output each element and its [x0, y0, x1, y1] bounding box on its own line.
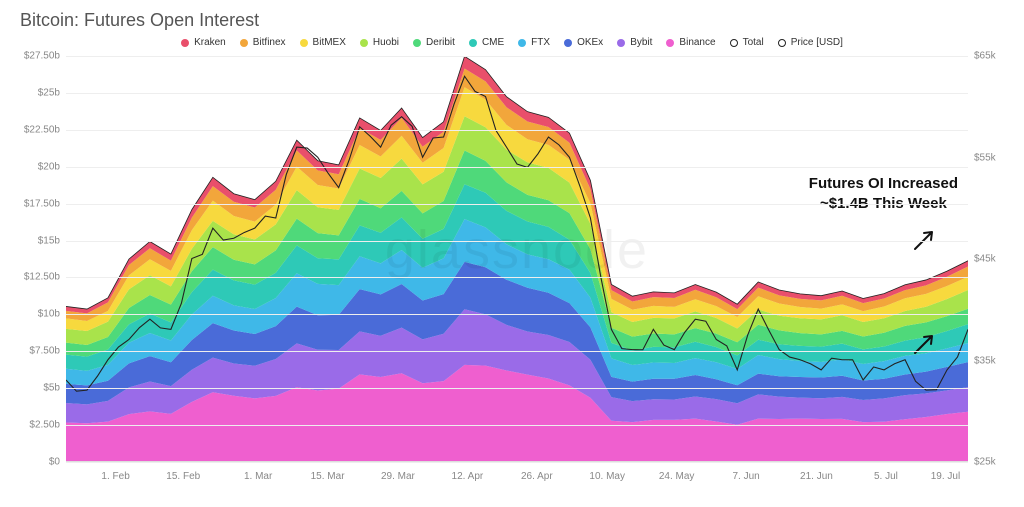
- legend-dot-icon: [564, 39, 572, 47]
- y-left-tick: $25b: [14, 87, 60, 98]
- y-left-tick: $22.50b: [14, 124, 60, 135]
- gridline: [66, 277, 968, 278]
- legend-label: Bybit: [630, 37, 652, 48]
- x-tick: 1. Feb: [101, 471, 129, 482]
- legend-label: BitMEX: [313, 37, 346, 48]
- y-left-tick: $0: [14, 457, 60, 468]
- legend-dot-icon: [518, 39, 526, 47]
- x-tick: 7. Jun: [732, 471, 759, 482]
- y-right-tick: $25k: [974, 457, 1010, 468]
- legend-dot-icon: [617, 39, 625, 47]
- y-right-tick: $55k: [974, 152, 1010, 163]
- y-left-tick: $15b: [14, 235, 60, 246]
- legend-dot-icon: [240, 39, 248, 47]
- y-left-tick: $27.50b: [14, 51, 60, 62]
- legend-label: Bitfinex: [253, 37, 286, 48]
- y-right-tick: $35k: [974, 355, 1010, 366]
- legend-item[interactable]: Kraken: [181, 37, 226, 48]
- gridline: [66, 130, 968, 131]
- y-right-tick: $45k: [974, 254, 1010, 265]
- legend: Kraken Bitfinex BitMEX Huobi Deribit CME FTX OK…: [14, 37, 1010, 48]
- y-left-tick: $17.50b: [14, 198, 60, 209]
- x-tick: 21. Jun: [800, 471, 833, 482]
- gridline: [66, 388, 968, 389]
- y-right-tick: $65k: [974, 51, 1010, 62]
- x-tick: 15. Mar: [311, 471, 345, 482]
- y-left-tick: $12.50b: [14, 272, 60, 283]
- gridline: [66, 351, 968, 352]
- plot: glassnode Futures OI Increased ~$1.4B Th…: [66, 56, 968, 462]
- gridline: [66, 241, 968, 242]
- legend-dot-icon: [300, 39, 308, 47]
- chart-container: Bitcoin: Futures Open Interest Kraken Bit…: [0, 0, 1024, 507]
- x-tick: 24. May: [659, 471, 695, 482]
- y-left-tick: $20b: [14, 161, 60, 172]
- legend-item[interactable]: Price [USD]: [778, 37, 843, 48]
- legend-item[interactable]: Huobi: [360, 37, 399, 48]
- y-left-tick: $5b: [14, 383, 60, 394]
- y-left-tick: $10b: [14, 309, 60, 320]
- gridline: [66, 204, 968, 205]
- legend-item[interactable]: Total: [730, 37, 764, 48]
- legend-item[interactable]: Bybit: [617, 37, 652, 48]
- y-left-tick: $2.50b: [14, 420, 60, 431]
- x-tick: 26. Apr: [521, 471, 553, 482]
- x-tick: 29. Mar: [381, 471, 415, 482]
- legend-dot-icon: [666, 39, 674, 47]
- legend-item[interactable]: FTX: [518, 37, 550, 48]
- x-tick: 19. Jul: [931, 471, 960, 482]
- legend-label: Price [USD]: [791, 37, 843, 48]
- legend-label: CME: [482, 37, 504, 48]
- legend-dot-icon: [778, 39, 786, 47]
- arrow-icon: [910, 328, 940, 358]
- legend-label: Huobi: [373, 37, 399, 48]
- legend-label: Deribit: [426, 37, 455, 48]
- gridline: [66, 425, 968, 426]
- x-tick: 10. May: [589, 471, 625, 482]
- x-tick: 12. Apr: [452, 471, 484, 482]
- legend-item[interactable]: Deribit: [413, 37, 455, 48]
- x-tick: 5. Jul: [874, 471, 898, 482]
- legend-dot-icon: [360, 39, 368, 47]
- y-left-tick: $7.50b: [14, 346, 60, 357]
- legend-dot-icon: [413, 39, 421, 47]
- legend-item[interactable]: BitMEX: [300, 37, 346, 48]
- legend-item[interactable]: Bitfinex: [240, 37, 286, 48]
- legend-dot-icon: [181, 39, 189, 47]
- x-tick: 1. Mar: [244, 471, 272, 482]
- gridline: [66, 167, 968, 168]
- stacked-area-svg: [66, 56, 968, 461]
- gridline: [66, 93, 968, 94]
- arrow-icon: [910, 224, 940, 254]
- legend-dot-icon: [730, 39, 738, 47]
- annotation: Futures OI Increased ~$1.4B This Week: [809, 174, 958, 213]
- legend-dot-icon: [469, 39, 477, 47]
- legend-label: FTX: [531, 37, 550, 48]
- legend-label: OKEx: [577, 37, 603, 48]
- gridline: [66, 462, 968, 463]
- chart-area: glassnode Futures OI Increased ~$1.4B Th…: [14, 52, 1010, 482]
- legend-label: Total: [743, 37, 764, 48]
- legend-item[interactable]: OKEx: [564, 37, 603, 48]
- annotation-line1: Futures OI Increased: [809, 174, 958, 194]
- gridline: [66, 56, 968, 57]
- gridline: [66, 314, 968, 315]
- legend-item[interactable]: Binance: [666, 37, 715, 48]
- legend-label: Kraken: [194, 37, 226, 48]
- chart-title: Bitcoin: Futures Open Interest: [20, 10, 1010, 31]
- x-tick: 15. Feb: [166, 471, 200, 482]
- legend-item[interactable]: CME: [469, 37, 504, 48]
- legend-label: Binance: [679, 37, 715, 48]
